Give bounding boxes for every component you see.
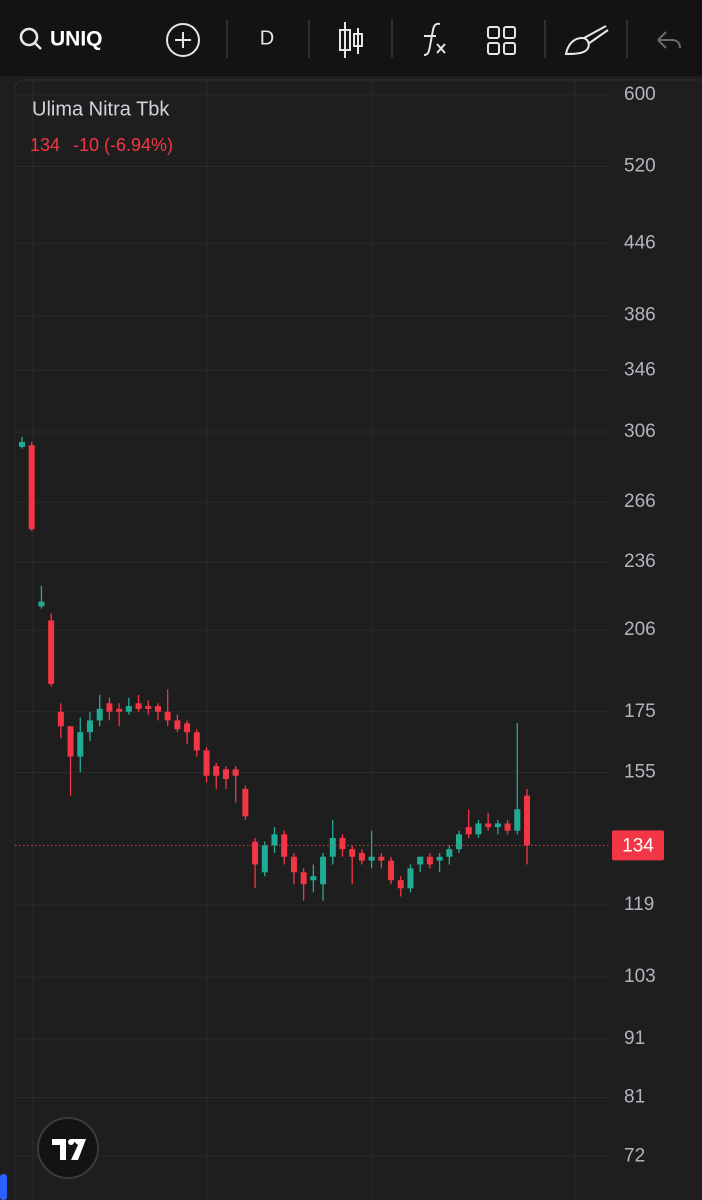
candle-body: [154, 706, 161, 712]
last-price-label: 134: [622, 835, 654, 856]
y-tick-label: 520: [624, 155, 656, 176]
y-tick-label: 175: [624, 701, 656, 722]
candle-body: [125, 706, 132, 712]
y-tick-label: 600: [624, 84, 656, 105]
candle-body: [232, 769, 239, 776]
candle-body: [514, 809, 521, 831]
candle-body: [329, 837, 336, 857]
candle-body: [485, 823, 492, 828]
y-tick-label: 386: [624, 305, 656, 326]
candle-body: [349, 849, 356, 857]
candle-body: [368, 856, 375, 861]
candle-body: [378, 856, 385, 861]
candle-body: [174, 720, 181, 730]
time-grid: [32, 80, 576, 1200]
price-axis: 600 520 446 386 346 306 266 236 206 175 155 119 103 9…: [612, 84, 664, 1166]
last-price: 134: [30, 135, 60, 155]
candle-body: [18, 441, 26, 447]
instrument-name: Ulima Nitra Tbk: [32, 98, 170, 120]
candle-body: [456, 834, 463, 850]
y-tick-label: 266: [624, 491, 656, 512]
y-tick-label: 119: [624, 894, 654, 915]
candle-body: [67, 726, 74, 757]
y-tick-label: 81: [624, 1086, 645, 1107]
candle-body: [397, 880, 404, 889]
undo-button[interactable]: [657, 31, 681, 49]
candle-body: [145, 706, 152, 709]
y-tick-label: 91: [624, 1028, 645, 1049]
y-tick-label: 72: [624, 1145, 645, 1166]
candle-body: [116, 708, 123, 712]
candle-body: [86, 720, 93, 733]
candle-body: [203, 750, 210, 776]
candle-body: [504, 823, 511, 831]
candle-body: [106, 703, 113, 712]
candle-body: [271, 834, 278, 846]
candle-body: [57, 711, 64, 727]
candle-body: [358, 852, 365, 861]
candle-body: [523, 795, 531, 846]
toolbar-dividers: [226, 20, 628, 58]
symbol[interactable]: UNIQ: [50, 28, 103, 51]
price-grid: [15, 94, 610, 1157]
candle-body: [261, 845, 268, 873]
candle-body: [28, 445, 35, 530]
candle-body: [184, 723, 191, 733]
candle-body: [242, 788, 249, 817]
candle-body: [252, 841, 259, 865]
chart-type-button[interactable]: [339, 22, 363, 58]
candle-body: [426, 856, 433, 865]
candle-body: [446, 849, 453, 857]
y-tick-label: 236: [624, 551, 656, 572]
candles: [15, 436, 610, 901]
candle-body: [436, 856, 443, 861]
side-tab[interactable]: [0, 1174, 7, 1200]
candle-body: [290, 856, 297, 873]
candle-body: [388, 860, 395, 881]
candle-body: [300, 872, 307, 885]
y-tick-label: 206: [624, 619, 656, 640]
add-button[interactable]: [166, 23, 200, 57]
y-tick-label: 346: [624, 359, 656, 380]
candle-body: [339, 837, 346, 850]
candle-body: [48, 620, 55, 684]
last-price-badge: [612, 830, 664, 861]
candle-body: [407, 868, 414, 889]
drawing-button[interactable]: [564, 25, 609, 56]
price-change: -10 (-6.94%): [73, 135, 173, 155]
candle-body: [38, 601, 45, 607]
candle-body: [222, 769, 229, 780]
candle-body: [475, 823, 482, 835]
candle-body: [465, 827, 472, 835]
layout-button[interactable]: [487, 26, 516, 55]
candle-body: [77, 732, 84, 757]
chart-panel-border: [14, 79, 702, 1200]
candle-body: [213, 766, 220, 776]
candle-body: [417, 856, 424, 865]
candle-body: [164, 711, 171, 721]
y-tick-label: 306: [624, 421, 656, 442]
candle-body: [193, 732, 200, 751]
y-tick-label: 155: [624, 762, 656, 783]
tradingview-logo[interactable]: [37, 1117, 99, 1179]
y-tick-label: 103: [624, 966, 656, 987]
interval[interactable]: D: [260, 27, 274, 49]
indicators-button[interactable]: [423, 22, 446, 56]
candle-body: [310, 876, 317, 881]
y-tick-label: 446: [624, 232, 656, 253]
candle-body: [320, 856, 327, 885]
candle-body: [135, 703, 142, 709]
candle-body: [96, 708, 103, 721]
search-button[interactable]: [19, 27, 42, 50]
candle-body: [494, 823, 501, 828]
